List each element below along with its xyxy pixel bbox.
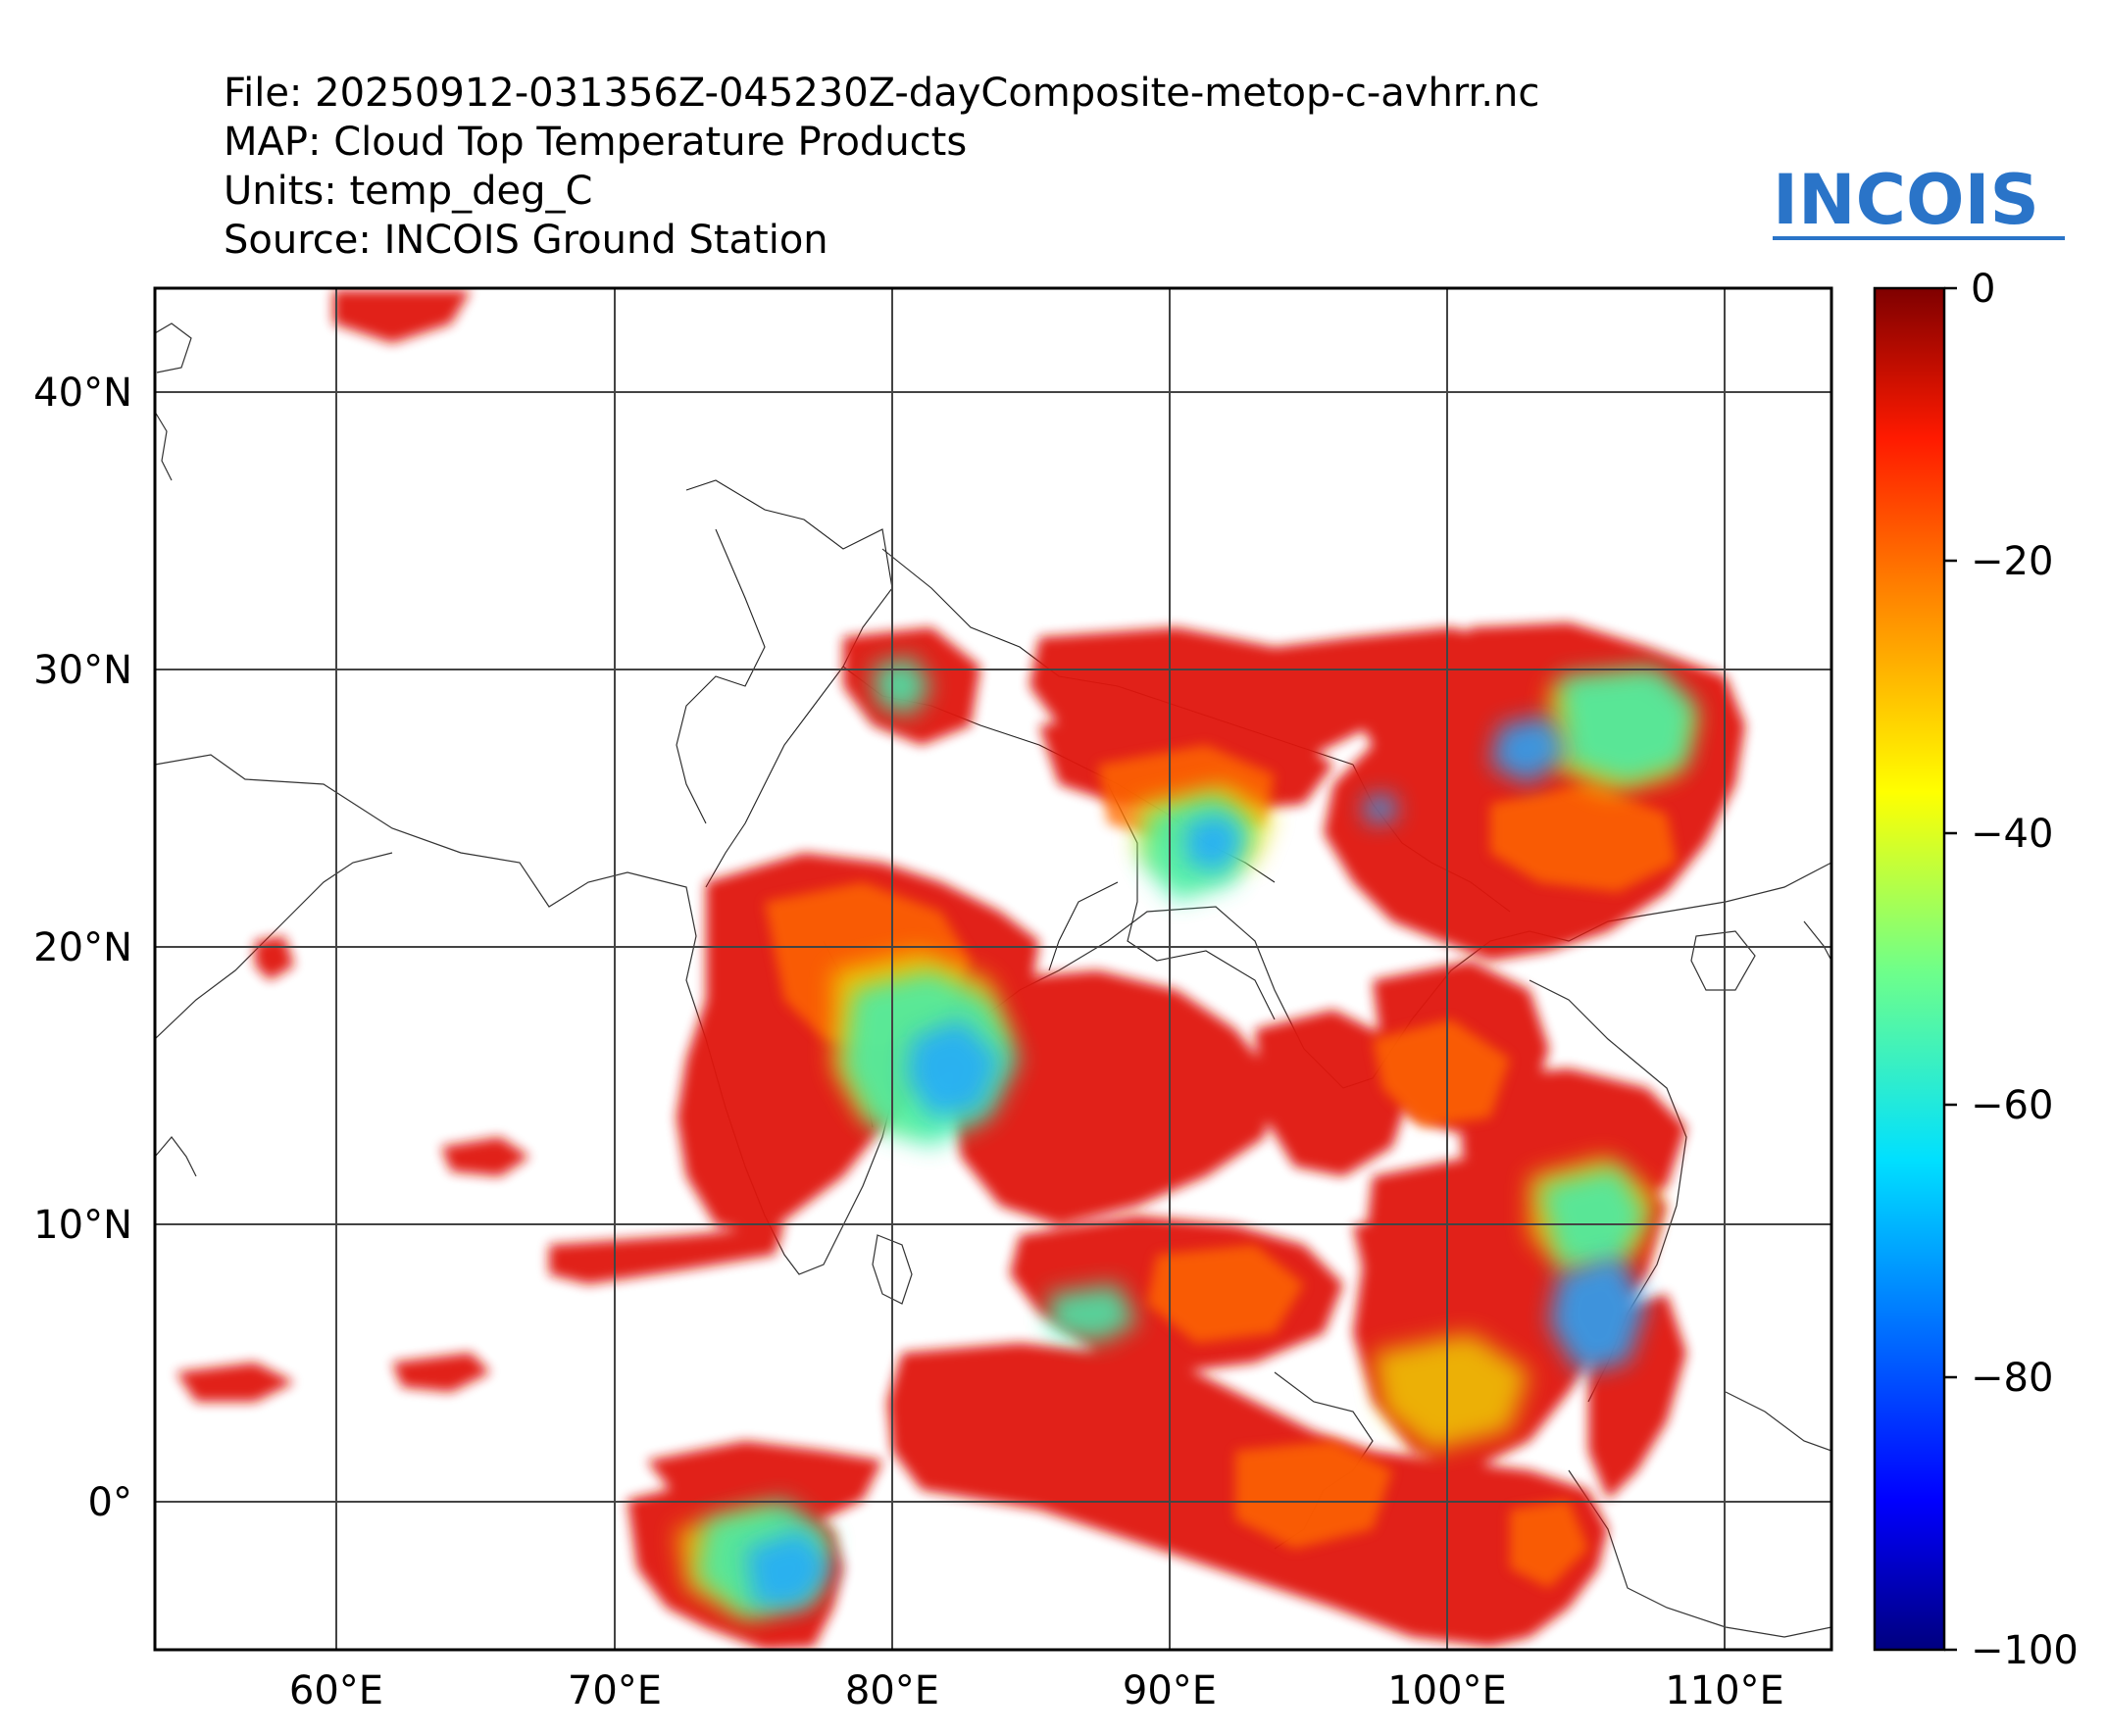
colorbar-gradient — [1875, 288, 1944, 1650]
map-header: File: 20250912-031356Z-045230Z-dayCompos… — [224, 69, 1539, 265]
lat-label: 0° — [88, 1480, 132, 1525]
lon-label: 60°E — [289, 1668, 383, 1713]
lon-label: 80°E — [845, 1668, 939, 1713]
map-layers — [155, 290, 1831, 1650]
lon-label: 110°E — [1665, 1668, 1784, 1713]
colorbar-tick-label: −60 — [1971, 1083, 2053, 1128]
colorbar-tick-label: −40 — [1971, 812, 2053, 857]
colorbar-tick-label: −100 — [1971, 1628, 2079, 1673]
longitude-labels: 60°E 70°E 80°E 90°E 100°E 110°E — [289, 1668, 1784, 1713]
logo-text: INCOIS — [1773, 160, 2039, 240]
colorbar-tick-label: −80 — [1971, 1356, 2053, 1401]
units-line: Units: temp_deg_C — [224, 169, 593, 214]
graticule — [155, 288, 1831, 1650]
lat-label: 40°N — [33, 371, 132, 416]
incois-logo: INCOIS — [1773, 160, 2065, 240]
latitude-labels: 40°N 30°N 20°N 10°N 0° — [33, 371, 132, 1525]
lat-label: 30°N — [33, 648, 132, 693]
colorbar-tick-label: −20 — [1971, 539, 2053, 584]
colorbar: 0 −20 −40 −60 −80 −100 — [1873, 267, 2079, 1673]
cloud-field — [176, 290, 1745, 1650]
lon-label: 100°E — [1387, 1668, 1507, 1713]
lon-label: 90°E — [1123, 1668, 1217, 1713]
lat-label: 10°N — [33, 1203, 132, 1248]
lon-label: 70°E — [568, 1668, 662, 1713]
lat-label: 20°N — [33, 925, 132, 970]
colorbar-frame — [1873, 286, 1946, 1652]
file-name-line: File: 20250912-031356Z-045230Z-dayCompos… — [224, 71, 1540, 116]
map-frame — [153, 286, 1833, 1652]
source-line: Source: INCOIS Ground Station — [224, 218, 828, 263]
map-title-line: MAP: Cloud Top Temperature Products — [224, 120, 968, 165]
colorbar-tick-label: 0 — [1971, 267, 1995, 312]
